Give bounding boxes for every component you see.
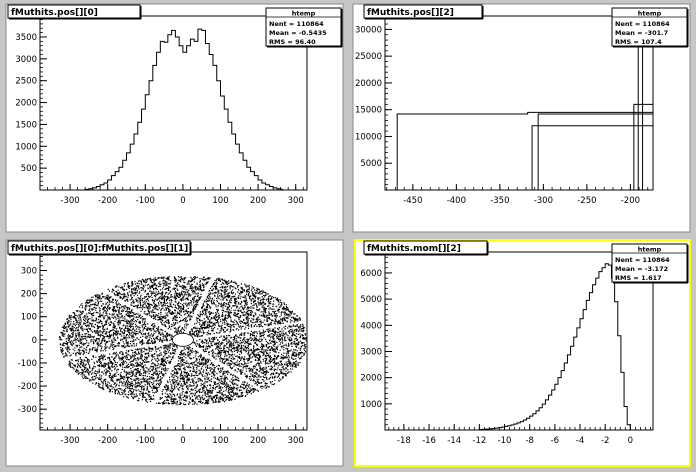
y-tick-label: -100 <box>18 359 37 369</box>
y-tick-label: 0 <box>32 336 37 346</box>
x-tick-label: -6 <box>551 436 559 446</box>
x-tick-label: -350 <box>490 196 509 206</box>
plot-area <box>59 276 307 406</box>
stats-line: Mean = -3.172 <box>615 265 668 273</box>
stats-box <box>611 243 688 283</box>
x-tick-label: -12 <box>472 436 486 446</box>
y-tick-label: 3000 <box>360 347 382 357</box>
x-tick-label: -450 <box>403 196 422 206</box>
y-tick-label: 30000 <box>355 25 382 35</box>
axis-frame <box>384 15 654 191</box>
x-tick-label: 0 <box>180 436 185 446</box>
x-tick-label: -18 <box>397 436 411 446</box>
x-tick-label: -250 <box>577 196 596 206</box>
x-tick-label: -300 <box>534 196 553 206</box>
histogram-outline <box>84 28 284 190</box>
stats-line: RMS = 107.4 <box>615 38 662 46</box>
pad-4: -18 -16 -14 -12 -10 -8 -6 -4 -2 0 1000 2000 3000 4000… <box>354 239 691 467</box>
x-tick-label: -300 <box>60 196 79 206</box>
pad-1: -300 -200 -100 0 100 200 300 500 1000 1500 2000 250… <box>5 3 344 233</box>
stats-line: Nent = 110864 <box>615 20 670 28</box>
x-tick-label: 100 <box>212 436 228 446</box>
y-tick-label: 200 <box>21 290 37 300</box>
stats-box <box>265 7 342 47</box>
x-tick-label: 200 <box>250 436 266 446</box>
beam-hole <box>171 332 194 347</box>
y-tick-label: 5000 <box>360 159 382 169</box>
y-tick-label: 500 <box>21 164 37 174</box>
y-tick-label: -300 <box>18 405 37 415</box>
pad-3: -300 -200 -100 0 100 200 300 -300 -200 -100 0 100 20… <box>5 239 344 467</box>
x-tick-label: -8 <box>525 436 533 446</box>
x-tick-label: -14 <box>447 436 461 446</box>
stats-line: Nent = 110864 <box>615 256 670 264</box>
y-tick-label: 3500 <box>15 33 37 43</box>
title-box <box>363 240 488 255</box>
x-tick-label: -100 <box>136 436 155 446</box>
y-tick-label: 300 <box>21 266 37 276</box>
chart-title: fMuthits.pos[][2] <box>367 8 454 18</box>
y-tick-label: 100 <box>21 313 37 323</box>
stats-line: Mean = -0.5435 <box>269 29 327 37</box>
y-tick-label: 20000 <box>355 79 382 89</box>
x-tick-label: -2 <box>601 436 609 446</box>
x-tick-label: 300 <box>288 196 304 206</box>
x-tick-label: -200 <box>621 196 640 206</box>
x-tick-label: 300 <box>288 436 304 446</box>
stats-line: Nent = 110864 <box>269 20 324 28</box>
x-tick-label: -10 <box>498 436 512 446</box>
y-tick-label: 10000 <box>355 132 382 142</box>
y-tick-label: 4000 <box>360 321 382 331</box>
stats-name: htemp <box>638 10 662 18</box>
x-tick-label: -400 <box>447 196 466 206</box>
y-tick-label: 25000 <box>355 52 382 62</box>
stats-line: RMS = 96.40 <box>269 38 316 46</box>
y-tick-label: 1500 <box>15 120 37 130</box>
y-tick-label: 1000 <box>360 400 382 410</box>
x-tick-label: -200 <box>98 196 117 206</box>
title-box <box>363 4 483 19</box>
plot-area <box>396 18 653 190</box>
x-tick-label: -100 <box>136 196 155 206</box>
histogram-outline <box>396 18 653 190</box>
plot-area <box>84 28 284 190</box>
chart-title: fMuthits.pos[][0] <box>11 8 98 18</box>
x-tick-label: -200 <box>98 436 117 446</box>
stats-box <box>611 7 688 47</box>
x-tick-label: -16 <box>422 436 436 446</box>
x-tick-label: -4 <box>576 436 584 446</box>
y-tick-label: 2500 <box>15 77 37 87</box>
title-box <box>7 4 141 19</box>
x-tick-label: 0 <box>628 436 633 446</box>
stats-name: htemp <box>638 246 662 254</box>
title-box <box>7 240 191 255</box>
y-tick-label: -200 <box>18 382 37 392</box>
y-tick-label: 6000 <box>360 269 382 279</box>
chart-title: fMuthits.pos[][0]:fMuthits.pos[][1] <box>11 244 188 254</box>
pad-2: -450 -400 -350 -300 -250 -200 5000 10000 15000 20… <box>352 3 691 233</box>
x-tick-label: 0 <box>180 196 185 206</box>
y-tick-label: 3000 <box>15 55 37 65</box>
x-tick-label: -300 <box>60 436 79 446</box>
y-tick-label: 2000 <box>15 99 37 109</box>
x-tick-label: 100 <box>212 196 228 206</box>
y-tick-label: 5000 <box>360 295 382 305</box>
y-tick-label: 2000 <box>360 374 382 384</box>
stats-line: Mean = -301.7 <box>615 29 668 37</box>
scatter-points <box>59 276 307 406</box>
y-tick-label: 15000 <box>355 106 382 116</box>
stats-name: htemp <box>292 10 316 18</box>
chart-title: fMuthits.mom[][2] <box>367 244 461 254</box>
x-tick-label: 200 <box>250 196 266 206</box>
stats-line: RMS = 1.617 <box>615 274 662 282</box>
y-tick-label: 1000 <box>15 142 37 152</box>
